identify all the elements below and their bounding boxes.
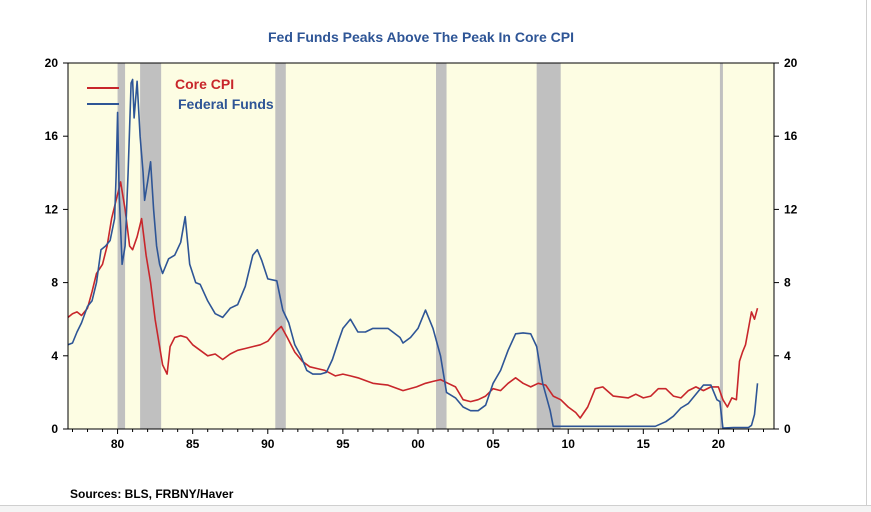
plot-area: [68, 63, 774, 429]
y-tick-label-right: 16: [784, 129, 798, 143]
x-tick-label: 95: [336, 437, 350, 451]
recession-band-1: [140, 63, 162, 429]
y-tick-label-left: 12: [45, 202, 59, 216]
x-tick-label: 10: [562, 437, 576, 451]
legend: Core CPI Federal Funds: [87, 76, 274, 112]
y-tick-label-left: 8: [51, 276, 58, 290]
y-tick-label-right: 12: [784, 202, 798, 216]
y-tick-label-right: 20: [784, 56, 798, 70]
y-tick-label-left: 20: [45, 56, 59, 70]
x-tick-label: 20: [712, 437, 726, 451]
recession-band-3: [436, 63, 447, 429]
x-tick-label: 85: [186, 437, 200, 451]
window-right-edge: [866, 0, 867, 511]
y-tick-label-left: 0: [51, 422, 58, 436]
chart-title: Fed Funds Peaks Above The Peak In Core C…: [268, 29, 574, 45]
window-bottom-edge: [0, 505, 871, 512]
plot-frame: [67, 62, 775, 430]
legend-label-federal-funds: Federal Funds: [178, 96, 274, 112]
y-tick-label-left: 16: [45, 129, 59, 143]
x-tick-label: 15: [637, 437, 651, 451]
series-group: [67, 78, 759, 429]
y-tick-label-right: 8: [784, 276, 791, 290]
y-tick-label-right: 0: [784, 422, 791, 436]
x-tick-label: 05: [486, 437, 500, 451]
source-note: Sources: BLS, FRBNY/Haver: [70, 487, 234, 501]
x-tick-label: 80: [111, 437, 125, 451]
x-tick-label: 90: [261, 437, 275, 451]
recession-band-5: [719, 63, 723, 429]
recession-band-4: [536, 63, 561, 429]
recession-band-2: [275, 63, 286, 429]
legend-label-core-cpi: Core CPI: [175, 76, 234, 92]
y-tick-label-left: 4: [51, 349, 58, 363]
y-tick-label-right: 4: [784, 349, 791, 363]
series-line-federal-funds: [67, 78, 759, 429]
x-tick-label: 00: [411, 437, 425, 451]
series-line-core-cpi: [67, 181, 759, 419]
